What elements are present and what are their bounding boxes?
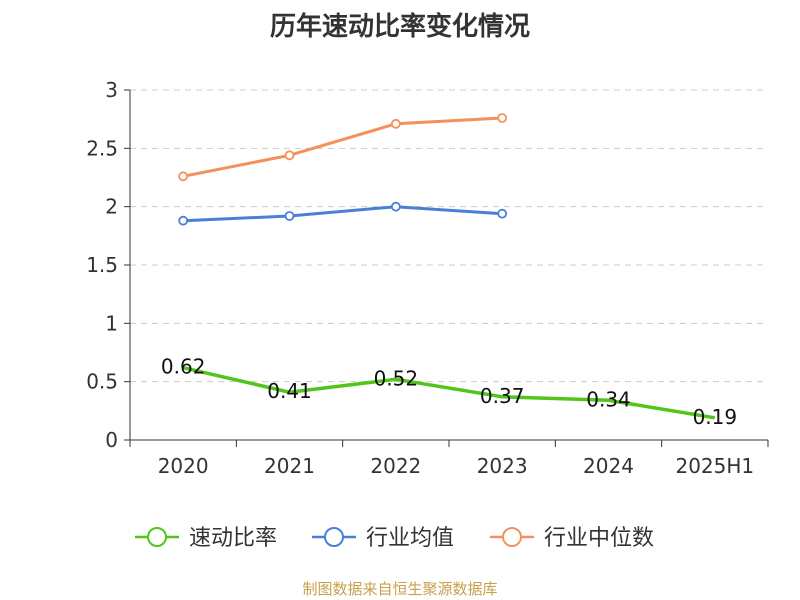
data-label: 0.37: [480, 384, 525, 408]
data-label: 0.62: [161, 355, 206, 379]
legend: 速动比率 行业均值 行业中位数: [135, 526, 654, 551]
grid-lines: [130, 89, 768, 383]
axes: 0 0.5 1 1.5 2 2.5 3 2020 2021 2022 2023 2024 2025H1: [86, 78, 769, 478]
series-line: [182, 365, 716, 420]
data-point: [390, 118, 401, 129]
data-point: [497, 113, 508, 123]
y-tick-label: 0.5: [86, 370, 118, 394]
legend-marker: [502, 527, 522, 547]
data-label: 0.19: [693, 405, 738, 429]
x-tick-label: 2023: [477, 454, 528, 478]
legend-marker: [147, 527, 167, 547]
legend-marker: [324, 527, 344, 547]
data-label: 0.41: [267, 379, 312, 403]
legend-label: 速动比率: [189, 526, 277, 551]
data-label: 0.34: [586, 387, 631, 411]
x-tick-label: 2022: [370, 454, 421, 478]
x-tick-label: 2021: [264, 454, 315, 478]
data-point: [390, 201, 401, 212]
x-tick-label: 2024: [583, 454, 634, 478]
data-label: 0.52: [374, 366, 419, 390]
y-tick-label: 1: [105, 311, 118, 335]
chart-title: 历年速动比率变化情况: [269, 12, 530, 42]
source-note: 制图数据来自恒生聚源数据库: [302, 580, 498, 598]
y-tick-label: 1.5: [86, 253, 118, 277]
legend-label: 行业中位数: [544, 526, 654, 551]
y-tick-label: 0: [105, 428, 118, 452]
data-point: [284, 211, 295, 221]
data-point: [284, 150, 295, 161]
x-tick-label: 2020: [158, 454, 209, 478]
data-point: [178, 171, 189, 182]
legend-label: 行业均值: [366, 526, 454, 551]
x-tick-label: 2025H1: [675, 454, 754, 478]
y-tick-label: 2.5: [86, 136, 118, 160]
series-line: [182, 116, 503, 178]
data-point: [497, 208, 508, 219]
series-layer: 0.62 0.41 0.52 0.37 0.34 0.19: [161, 113, 738, 429]
data-point: [178, 215, 189, 226]
y-tick-label: 2: [105, 195, 118, 219]
series-line: [183, 205, 503, 223]
y-tick-label: 3: [105, 78, 118, 102]
